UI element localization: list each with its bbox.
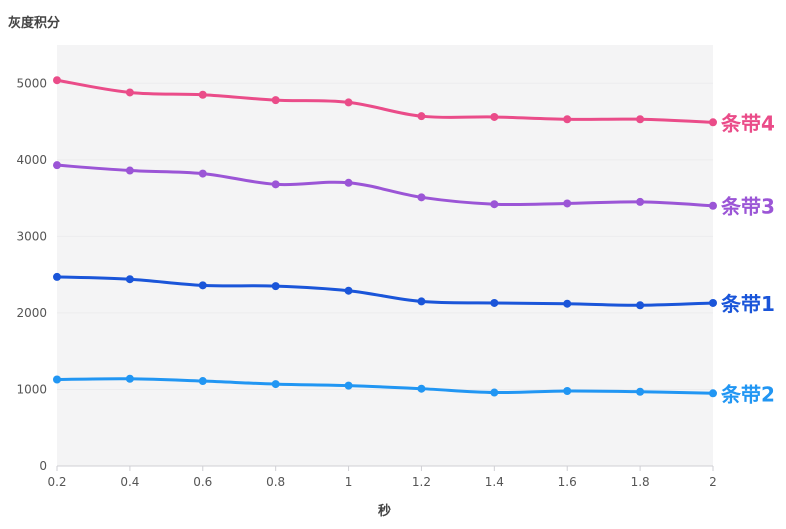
x-tick-label: 0.6 [193, 475, 212, 489]
data-point [53, 375, 61, 384]
plot-background [57, 45, 713, 466]
data-point [636, 197, 645, 206]
x-tick-label: 1 [345, 475, 353, 489]
data-point [125, 275, 134, 284]
y-tick-label: 1000 [16, 382, 47, 396]
data-point [636, 115, 645, 124]
x-tick-label: 0.4 [120, 475, 139, 489]
data-point [271, 380, 280, 389]
data-point [563, 199, 572, 208]
y-tick-label: 4000 [16, 153, 47, 167]
data-point [53, 161, 61, 170]
series-line [56, 377, 714, 395]
data-point [417, 112, 426, 121]
data-point [198, 169, 207, 178]
data-point [636, 387, 645, 396]
x-tick-label: 1.2 [412, 475, 431, 489]
data-point [271, 282, 280, 291]
x-tick-label: 0.8 [266, 475, 285, 489]
data-point [271, 180, 280, 189]
y-tick-label: 0 [39, 459, 47, 473]
data-point [709, 389, 717, 398]
series-end-label: 条带1 [721, 292, 775, 316]
data-point [490, 388, 499, 397]
series-line [56, 78, 714, 124]
data-point [271, 96, 280, 105]
data-point [344, 178, 353, 187]
x-tick-label: 1.6 [558, 475, 577, 489]
data-point [490, 298, 499, 307]
data-point [53, 76, 61, 85]
data-point [709, 118, 717, 127]
series-line [56, 163, 714, 208]
data-point [344, 286, 353, 295]
x-tick-label: 2 [709, 475, 717, 489]
data-point [53, 272, 61, 281]
y-tick-label: 3000 [16, 229, 47, 243]
x-tick-label: 1.4 [485, 475, 504, 489]
series-end-label: 条带3 [721, 195, 775, 219]
series-end-label: 条带4 [721, 111, 775, 135]
data-point [563, 299, 572, 308]
data-point [198, 281, 207, 290]
data-point [125, 88, 134, 97]
x-tick-label: 0.2 [47, 475, 66, 489]
data-point [125, 374, 134, 383]
data-point [636, 301, 645, 310]
data-point [709, 298, 717, 307]
data-point [344, 381, 353, 390]
data-point [563, 386, 572, 395]
data-point [198, 90, 207, 99]
data-point [490, 200, 499, 209]
data-point [417, 384, 426, 393]
y-axis-title: 灰度积分 [8, 16, 61, 31]
y-tick-label: 5000 [16, 76, 47, 90]
data-point [490, 112, 499, 121]
data-point [198, 377, 207, 386]
y-tick-label: 2000 [16, 306, 47, 320]
x-axis-title: 秒 [378, 504, 392, 519]
data-point [344, 98, 353, 107]
data-point [709, 201, 717, 210]
data-point [417, 297, 426, 306]
series-line [56, 275, 714, 307]
data-point [125, 166, 134, 175]
x-tick-label: 1.8 [631, 475, 650, 489]
data-point [563, 115, 572, 124]
data-point [417, 193, 426, 202]
series-end-label: 条带2 [721, 382, 775, 406]
